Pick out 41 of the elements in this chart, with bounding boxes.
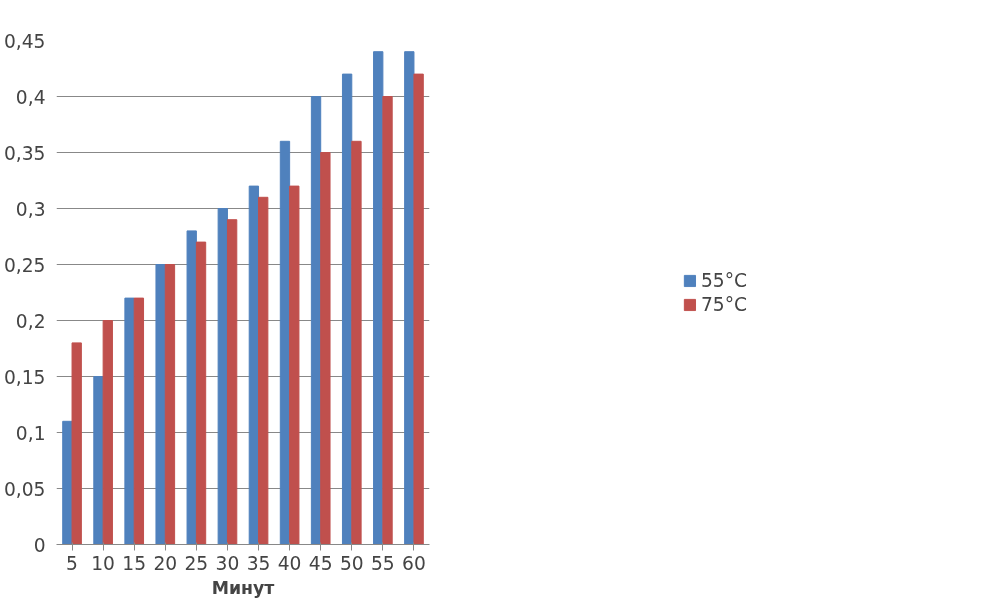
x-tick-label: 40 (277, 552, 302, 574)
y-tick-label: 0 (33, 534, 46, 556)
bar (351, 140, 362, 545)
x-tick-label: 10 (91, 552, 116, 574)
legend-label: 55°C (700, 269, 748, 291)
bar (133, 297, 145, 545)
y-tick-label: 0,4 (15, 86, 46, 108)
x-axis-title: Минут (211, 577, 275, 598)
x-tick-label: 35 (246, 552, 271, 574)
bar (217, 208, 228, 545)
x-tick-label: 50 (339, 552, 364, 574)
bar (102, 320, 113, 545)
bar (71, 342, 82, 545)
x-tick-label: 5 (66, 552, 78, 574)
y-tick-label: 0,05 (3, 478, 46, 500)
bar (289, 185, 300, 545)
x-tick-label: 55 (371, 552, 395, 574)
bar (164, 264, 176, 545)
y-tick-label: 0,3 (15, 198, 46, 220)
x-tick-label: 30 (215, 552, 240, 574)
bar (155, 264, 166, 545)
bar (124, 297, 135, 545)
legend-label: 75°C (700, 293, 748, 315)
y-tick-label: 0,35 (3, 142, 46, 164)
bar (186, 230, 197, 545)
y-tick-label: 0,45 (3, 30, 46, 52)
y-tick-label: 0,25 (3, 254, 46, 276)
bar (320, 152, 331, 545)
y-tick-label: 0,15 (3, 366, 46, 388)
bar (195, 241, 207, 545)
y-tick-label: 0,1 (15, 422, 46, 444)
x-tick-label: 20 (153, 552, 178, 574)
bar (226, 219, 238, 545)
bar (382, 96, 393, 545)
x-tick-label: 45 (308, 552, 333, 574)
bar (413, 73, 424, 545)
x-tick-label: 25 (184, 552, 209, 574)
bar (258, 196, 269, 545)
y-tick-label: 0,2 (15, 310, 46, 332)
x-tick-label: 60 (402, 552, 426, 574)
x-tick-label: 15 (122, 552, 147, 574)
